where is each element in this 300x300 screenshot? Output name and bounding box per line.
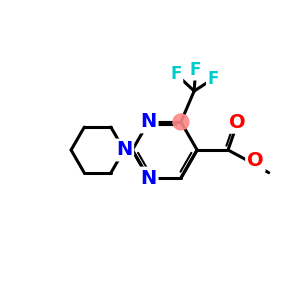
Text: F: F	[170, 65, 182, 83]
Text: N: N	[140, 112, 157, 131]
Text: O: O	[229, 113, 245, 132]
Text: O: O	[247, 152, 264, 170]
Text: F: F	[190, 61, 201, 79]
Text: N: N	[116, 140, 132, 160]
Circle shape	[141, 114, 157, 130]
Text: F: F	[208, 70, 219, 88]
Circle shape	[173, 114, 189, 130]
Text: N: N	[140, 169, 157, 188]
